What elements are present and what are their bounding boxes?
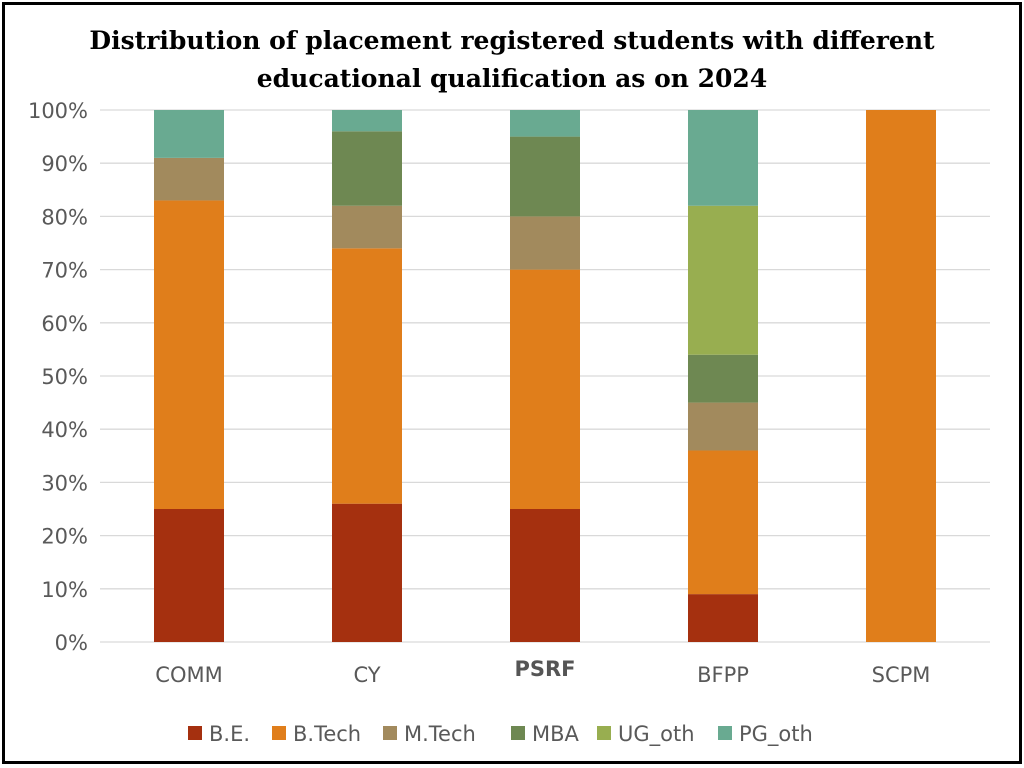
legend-swatch — [718, 726, 732, 740]
legend-label: M.Tech — [404, 722, 476, 746]
bar-segment — [332, 503, 402, 642]
legend-label: UG_oth — [618, 722, 695, 747]
legend: B.E. B.Tech M.Tech MBA UG_oth PG_oth — [188, 722, 813, 747]
bar-segment — [332, 131, 402, 206]
legend-swatch — [597, 726, 611, 740]
x-axis-categories: COMM CY PSRF BFPP SCPM — [155, 657, 930, 687]
bar-segment — [688, 110, 758, 206]
bar-segment — [688, 450, 758, 595]
legend-swatch — [383, 726, 397, 740]
y-tick-label: 0% — [55, 631, 88, 655]
y-tick-label: 100% — [28, 99, 88, 123]
bar-segment — [866, 110, 936, 642]
chart-title-line-2: educational qualification as on 2024 — [256, 64, 768, 93]
x-category-label: COMM — [155, 663, 222, 687]
legend-label: B.E. — [209, 722, 250, 746]
bar-segment — [510, 136, 580, 217]
bar-segment — [688, 354, 758, 403]
chart-title: Distribution of placement registered stu… — [0, 22, 1024, 98]
y-tick-label: 60% — [41, 312, 88, 336]
legend-label: B.Tech — [293, 722, 361, 746]
x-category-label: PSRF — [514, 657, 575, 681]
bar-segment — [154, 110, 224, 158]
legend-swatch — [188, 726, 202, 740]
bar-segment — [510, 509, 580, 642]
bar-segment — [154, 200, 224, 509]
y-axis-ticks: 0% 10% 20% 30% 40% 50% 60% 70% 80% 90% 100% — [28, 99, 88, 655]
bar-segment — [688, 402, 758, 451]
y-tick-label: 40% — [41, 418, 88, 442]
legend-swatch — [511, 726, 525, 740]
bar-segment — [332, 110, 402, 132]
bar-segment — [332, 248, 402, 504]
legend-swatch — [272, 726, 286, 740]
bar-segment — [510, 216, 580, 270]
y-tick-label: 30% — [41, 471, 88, 495]
legend-label: PG_oth — [739, 722, 813, 747]
y-tick-label: 20% — [41, 525, 88, 549]
y-tick-label: 50% — [41, 365, 88, 389]
bar-segment — [154, 509, 224, 642]
x-category-label: CY — [353, 663, 380, 687]
y-tick-label: 80% — [41, 205, 88, 229]
bar-segment — [688, 594, 758, 642]
y-tick-label: 10% — [41, 578, 88, 602]
bar-segment — [688, 205, 758, 355]
chart-title-line-1: Distribution of placement registered stu… — [89, 26, 935, 55]
y-tick-label: 70% — [41, 259, 88, 283]
legend-label: MBA — [532, 722, 580, 746]
bars — [154, 110, 936, 642]
bar-segment — [510, 269, 580, 509]
bar-segment — [332, 205, 402, 249]
bar-segment — [154, 157, 224, 201]
bar-segment — [510, 110, 580, 137]
x-category-label: SCPM — [872, 663, 931, 687]
y-tick-label: 90% — [41, 152, 88, 176]
x-category-label: BFPP — [697, 663, 749, 687]
